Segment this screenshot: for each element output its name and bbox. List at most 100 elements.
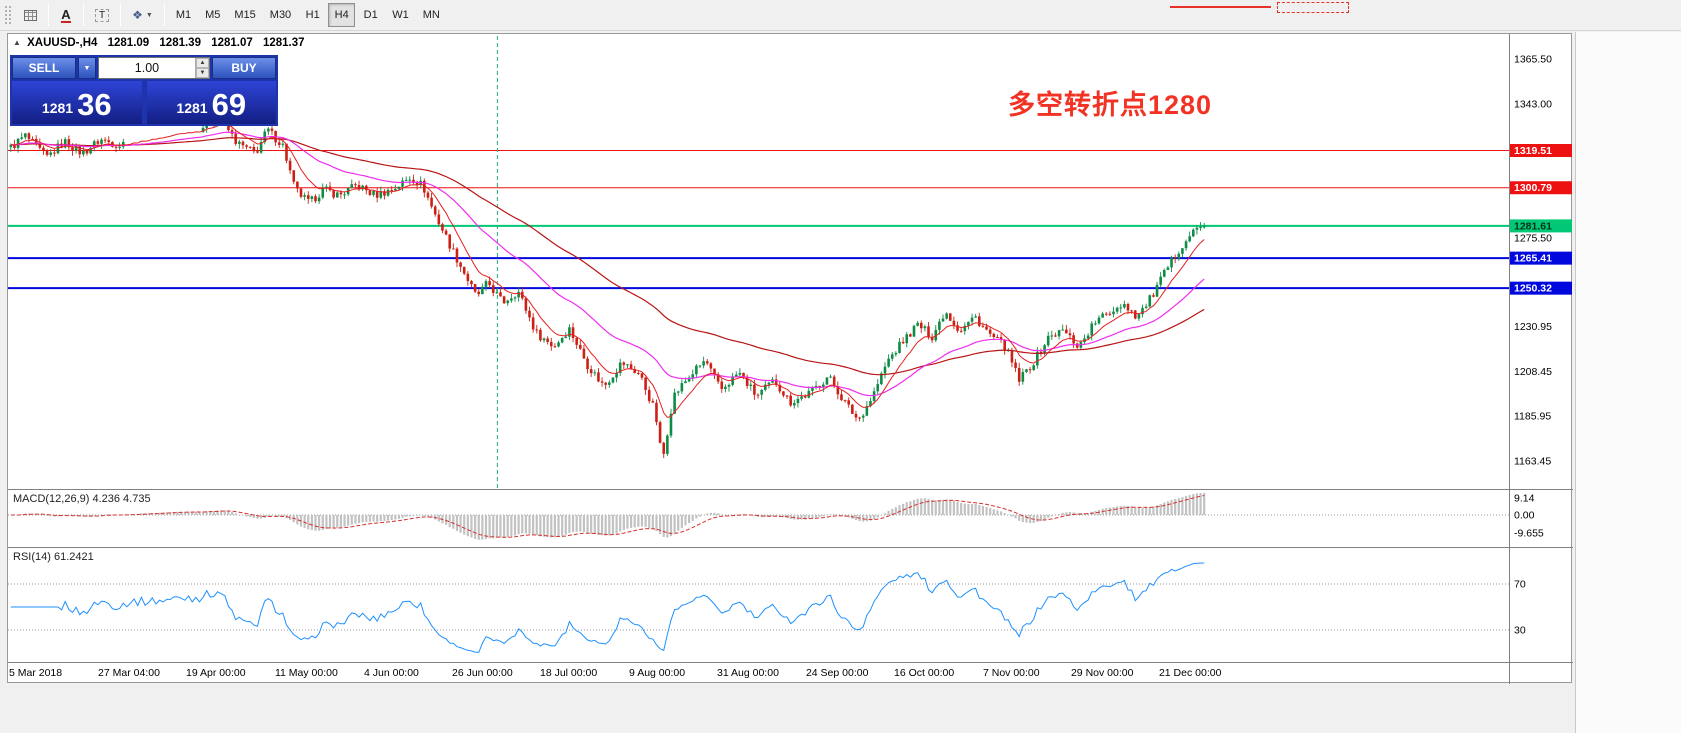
timeframe-button-m1[interactable]: M1	[170, 3, 197, 27]
sell-price-display[interactable]: 1281 36	[12, 81, 142, 124]
rsi-axis-label: 70	[1514, 579, 1526, 591]
time-axis-label: 21 Dec 00:00	[1159, 667, 1222, 679]
time-axis-label: 16 Oct 00:00	[894, 667, 954, 679]
time-axis-label: 27 Mar 04:00	[98, 667, 160, 679]
sell-price-pips: 36	[77, 87, 112, 122]
price-badge-text: 1265.41	[1514, 253, 1552, 265]
volume-input[interactable]	[99, 58, 195, 78]
text-label-icon: T	[95, 8, 110, 22]
chart-canvas[interactable]: 1365.50 1343.00 1275.50 1230.95 1208.45 1185.…	[8, 34, 1573, 684]
price-axis-label: 1230.95	[1514, 321, 1552, 333]
ma-slow-line	[10, 137, 1205, 376]
ohlc-open: 1281.09	[107, 37, 150, 49]
sell-button[interactable]: SELL	[12, 57, 76, 79]
volume-dropdown-button[interactable]: ▼	[78, 57, 96, 79]
chart-window: 1365.50 1343.00 1275.50 1230.95 1208.45 1185.…	[7, 33, 1573, 684]
time-axis-label: 4 Jun 00:00	[364, 667, 419, 679]
collapse-triangle-icon[interactable]: ▲	[13, 38, 21, 47]
timeframe-button-mn[interactable]: MN	[417, 3, 446, 27]
timeframe-button-h1[interactable]: H1	[299, 3, 326, 27]
toolbar-grip[interactable]	[4, 5, 13, 25]
dropdown-arrow-icon: ▼	[145, 11, 153, 19]
volume-decrease-button[interactable]: ▼	[195, 68, 209, 78]
price-badge-text: 1281.61	[1514, 220, 1552, 232]
insert-text-button[interactable]: A	[54, 3, 78, 27]
price-axis-label: 1365.50	[1514, 54, 1552, 66]
volume-spinner: ▲ ▼	[194, 58, 209, 78]
time-axis-label: 11 May 00:00	[275, 667, 338, 679]
price-badge	[1510, 251, 1572, 265]
macd-signal-line	[10, 495, 1205, 538]
ohlc-high: 1281.39	[159, 37, 201, 49]
price-axis-label: 1208.45	[1514, 366, 1552, 378]
rsi-line	[10, 562, 1205, 654]
candlestick-series	[9, 114, 1206, 459]
price-badge	[1510, 281, 1572, 295]
timeframe-button-m5[interactable]: M5	[199, 3, 226, 27]
buy-button[interactable]: BUY	[212, 57, 276, 79]
rsi-axis-label: 30	[1514, 625, 1526, 637]
time-axis-label: 26 Jun 00:00	[452, 667, 513, 679]
buy-price-display[interactable]: 1281 69	[146, 81, 276, 124]
price-axis-label: 1343.00	[1514, 98, 1552, 110]
volume-field: ▲ ▼	[98, 57, 210, 79]
drawing-tools-button[interactable]: ❖ ▼	[126, 3, 159, 27]
macd-panel	[8, 492, 1509, 540]
price-badge-text: 1319.51	[1514, 145, 1552, 157]
price-axis-label: 1275.50	[1514, 233, 1552, 245]
time-axis-label: 31 Aug 00:00	[717, 667, 779, 679]
chart-grid-button[interactable]	[18, 3, 43, 27]
sell-price-main: 1281	[41, 100, 74, 116]
right-side-panel	[1575, 32, 1681, 733]
dropdown-arrow-icon: ▼	[83, 64, 91, 72]
price-badge	[1510, 219, 1572, 233]
grid-icon	[24, 9, 37, 21]
time-axis-label: 9 Aug 00:00	[629, 667, 685, 679]
main-toolbar: A T ❖ ▼ M1 M5 M15 M30 H1 H4 D1 W1 MN	[0, 0, 1681, 31]
main-price-panel	[8, 36, 1509, 489]
toolbar-separator	[163, 4, 165, 26]
toolbar-separator	[83, 4, 84, 26]
price-badge-text: 1250.32	[1514, 283, 1552, 295]
macd-axis-label: 9.14	[1514, 492, 1535, 504]
text-label-button[interactable]: T	[89, 3, 115, 27]
macd-axis-label: 0.00	[1514, 510, 1535, 522]
time-axis-label: 29 Nov 00:00	[1071, 667, 1134, 679]
ma-mid-line	[10, 131, 1205, 397]
ohlc-close: 1281.37	[262, 37, 305, 49]
time-axis-label: 5 Mar 2018	[9, 667, 62, 679]
time-axis-label: 19 Apr 00:00	[186, 667, 246, 679]
symbol-label: XAUUSD-,H4	[27, 37, 98, 49]
text-a-icon: A	[61, 6, 71, 23]
macd-axis-label: -9.655	[1514, 527, 1544, 539]
buy-price-pips: 69	[211, 87, 247, 122]
time-axis-label: 24 Sep 00:00	[806, 667, 869, 679]
toolbar-separator	[48, 4, 49, 26]
chart-header: ▲ XAUUSD-,H4 1281.09 1281.39 1281.07 128…	[13, 37, 305, 49]
time-axis-label: 18 Jul 00:00	[540, 667, 597, 679]
ohlc-low: 1281.07	[211, 37, 253, 49]
toolbar-separator	[120, 4, 122, 26]
price-badge-text: 1300.79	[1514, 182, 1552, 194]
volume-increase-button[interactable]: ▲	[195, 58, 209, 68]
red-annotation-line[interactable]	[1170, 6, 1271, 8]
macd-indicator-label: MACD(12,26,9) 4.236 4.735	[13, 493, 151, 505]
rsi-panel	[8, 562, 1509, 654]
chinese-annotation-text: 多空转折点1280	[1008, 90, 1213, 120]
price-axis-label: 1185.95	[1514, 411, 1551, 423]
price-axis-label: 1163.45	[1514, 455, 1551, 467]
one-click-trading-panel: SELL ▼ ▲ ▼ BUY 1281 36 1281 69	[10, 55, 278, 126]
timeframe-button-d1[interactable]: D1	[357, 3, 384, 27]
timeframe-button-m15[interactable]: M15	[228, 3, 261, 27]
price-badge	[1510, 181, 1572, 195]
red-dashed-selection-box[interactable]	[1277, 2, 1349, 13]
rsi-indicator-label: RSI(14) 61.2421	[13, 551, 94, 563]
timeframe-button-w1[interactable]: W1	[386, 3, 415, 27]
timeframe-button-h4[interactable]: H4	[328, 3, 356, 27]
time-axis-label: 7 Nov 00:00	[983, 667, 1040, 679]
ma-fast-line	[10, 123, 1205, 418]
buy-price-main: 1281	[176, 100, 208, 116]
timeframe-button-m30[interactable]: M30	[264, 3, 297, 27]
price-badge	[1510, 144, 1572, 158]
shapes-icon: ❖	[132, 8, 143, 22]
